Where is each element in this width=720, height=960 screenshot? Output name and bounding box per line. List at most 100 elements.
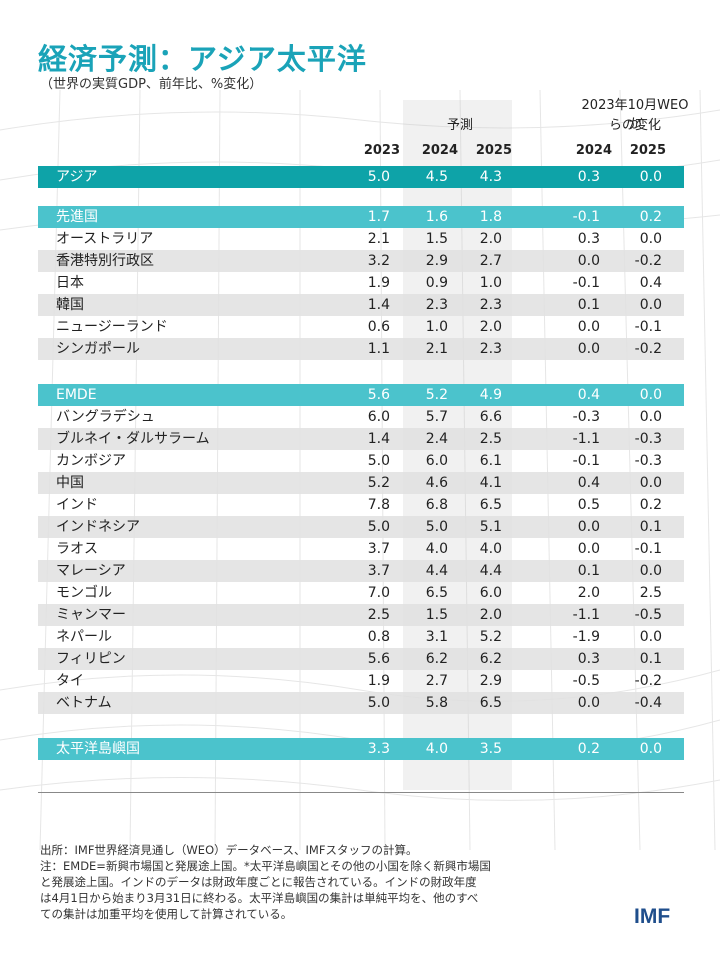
row-value: 5.6 xyxy=(367,387,390,403)
row-value: 2.0 xyxy=(577,585,600,601)
row-value: 7.0 xyxy=(367,585,390,601)
row-value: 5.8 xyxy=(425,695,448,711)
row-value: 4.5 xyxy=(425,169,448,185)
row-value: -0.2 xyxy=(634,341,662,357)
row-label: 太平洋島嶼国 xyxy=(56,741,140,757)
row-label: モンゴル xyxy=(56,585,112,601)
row-value: 7.8 xyxy=(367,497,390,513)
row-value: -0.1 xyxy=(634,319,662,335)
table-row: タイ 1.9 2.7 2.9 -0.5 -0.2 xyxy=(38,670,684,692)
row-value: 0.1 xyxy=(639,651,662,667)
row-value: 0.1 xyxy=(639,519,662,535)
row-value: 6.2 xyxy=(479,651,502,667)
row-value: 0.0 xyxy=(577,541,600,557)
row-label: タイ xyxy=(56,673,84,689)
row-label: ベトナム xyxy=(56,695,112,711)
row-value: 3.5 xyxy=(479,741,502,757)
table-row: ベトナム 5.0 5.8 6.5 0.0 -0.4 xyxy=(38,692,684,714)
row-value: 0.9 xyxy=(425,275,448,291)
forecast-header: 予測 xyxy=(446,118,473,133)
row-value: 5.7 xyxy=(425,409,448,425)
row-value: 5.1 xyxy=(479,519,502,535)
row-value: 6.5 xyxy=(479,695,502,711)
row-value: 0.0 xyxy=(639,169,662,185)
row-value: 5.0 xyxy=(425,519,448,535)
row-value: 0.0 xyxy=(577,341,600,357)
table-row: 太平洋島嶼国 3.3 4.0 3.5 0.2 0.0 xyxy=(38,738,684,760)
row-value: 2.7 xyxy=(479,253,502,269)
row-value: 4.6 xyxy=(425,475,448,491)
row-value: -1.1 xyxy=(572,607,600,623)
row-value: -0.3 xyxy=(634,431,662,447)
row-value: -1.1 xyxy=(572,431,600,447)
row-label: フィリピン xyxy=(56,651,126,667)
row-label: EMDE xyxy=(56,387,97,403)
row-value: 5.6 xyxy=(367,651,390,667)
row-label: ニュージーランド xyxy=(56,319,168,335)
footnotes: 出所：IMF世界経済見通し（WEO）データベース、IMFスタッフの計算。 注：E… xyxy=(40,842,600,922)
table-row: ブルネイ・ダルサラーム 1.4 2.4 2.5 -1.1 -0.3 xyxy=(38,428,684,450)
row-value: 2.1 xyxy=(425,341,448,357)
row-value: 1.5 xyxy=(425,607,448,623)
row-value: 4.3 xyxy=(479,169,502,185)
row-value: 0.5 xyxy=(577,497,600,513)
row-value: 0.4 xyxy=(577,387,600,403)
row-value: 2.0 xyxy=(479,607,502,623)
row-value: 2.5 xyxy=(479,431,502,447)
row-value: 1.9 xyxy=(367,673,390,689)
row-value: 0.0 xyxy=(639,387,662,403)
row-value: -0.4 xyxy=(634,695,662,711)
row-label: ラオス xyxy=(56,541,98,557)
row-label: インドネシア xyxy=(56,519,140,535)
row-value: 2.7 xyxy=(425,673,448,689)
row-label: カンボジア xyxy=(56,453,126,469)
row-value: 6.2 xyxy=(425,651,448,667)
row-value: 0.2 xyxy=(639,209,662,225)
footnote-line: は4月1日から始まり3月31日に終わる。太平洋島嶼国の集計は単純平均を、他のすべ xyxy=(40,891,479,905)
row-value: 0.0 xyxy=(639,231,662,247)
row-value: 4.4 xyxy=(425,563,448,579)
row-label: 先進国 xyxy=(56,209,98,225)
footnote-line: 注：EMDE=新興市場国と発展途上国。*太平洋島嶼国とその他の小国を除く新興市場… xyxy=(40,859,491,873)
row-value: 2.0 xyxy=(479,231,502,247)
row-value: -0.5 xyxy=(572,673,600,689)
row-value: 4.0 xyxy=(479,541,502,557)
footnote-line: 出所：IMF世界経済見通し（WEO）データベース、IMFスタッフの計算。 xyxy=(40,843,418,857)
row-value: 0.2 xyxy=(639,497,662,513)
table-row: アジア 5.0 4.5 4.3 0.3 0.0 xyxy=(38,166,684,188)
row-value: -0.1 xyxy=(572,275,600,291)
row-value: 1.5 xyxy=(425,231,448,247)
row-value: 0.0 xyxy=(639,629,662,645)
row-label: オーストラリア xyxy=(56,231,154,247)
table-row: インド 7.8 6.8 6.5 0.5 0.2 xyxy=(38,494,684,516)
row-value: 2.4 xyxy=(425,431,448,447)
row-value: 6.5 xyxy=(479,497,502,513)
change-header-line2: らの変化 xyxy=(608,118,661,133)
row-value: 5.0 xyxy=(367,695,390,711)
row-value: 3.7 xyxy=(367,563,390,579)
table-row: インドネシア 5.0 5.0 5.1 0.0 0.1 xyxy=(38,516,684,538)
row-value: 3.7 xyxy=(367,541,390,557)
year-header-2024: 2024 xyxy=(421,143,458,158)
row-value: 2.0 xyxy=(479,319,502,335)
row-label: ミャンマー xyxy=(56,607,126,623)
year-header-2023: 2023 xyxy=(363,143,400,158)
row-label: マレーシア xyxy=(56,563,126,579)
row-value: 0.0 xyxy=(577,319,600,335)
table-row: ミャンマー 2.5 1.5 2.0 -1.1 -0.5 xyxy=(38,604,684,626)
row-value: 2.3 xyxy=(479,297,502,313)
change-year-header-2024: 2024 xyxy=(575,143,612,158)
row-value: 5.0 xyxy=(367,453,390,469)
row-value: 6.1 xyxy=(479,453,502,469)
row-value: 4.0 xyxy=(425,541,448,557)
row-label: 香港特別行政区 xyxy=(56,253,154,269)
table-row: マレーシア 3.7 4.4 4.4 0.1 0.0 xyxy=(38,560,684,582)
row-value: 6.5 xyxy=(425,585,448,601)
table-row: カンボジア 5.0 6.0 6.1 -0.1 -0.3 xyxy=(38,450,684,472)
row-value: 3.2 xyxy=(367,253,390,269)
page-title: 経済予測：アジア太平洋 xyxy=(38,42,367,76)
row-value: 0.6 xyxy=(367,319,390,335)
table-row: 先進国 1.7 1.6 1.8 -0.1 0.2 xyxy=(38,206,684,228)
row-value: 6.8 xyxy=(425,497,448,513)
table-row: 香港特別行政区 3.2 2.9 2.7 0.0 -0.2 xyxy=(38,250,684,272)
